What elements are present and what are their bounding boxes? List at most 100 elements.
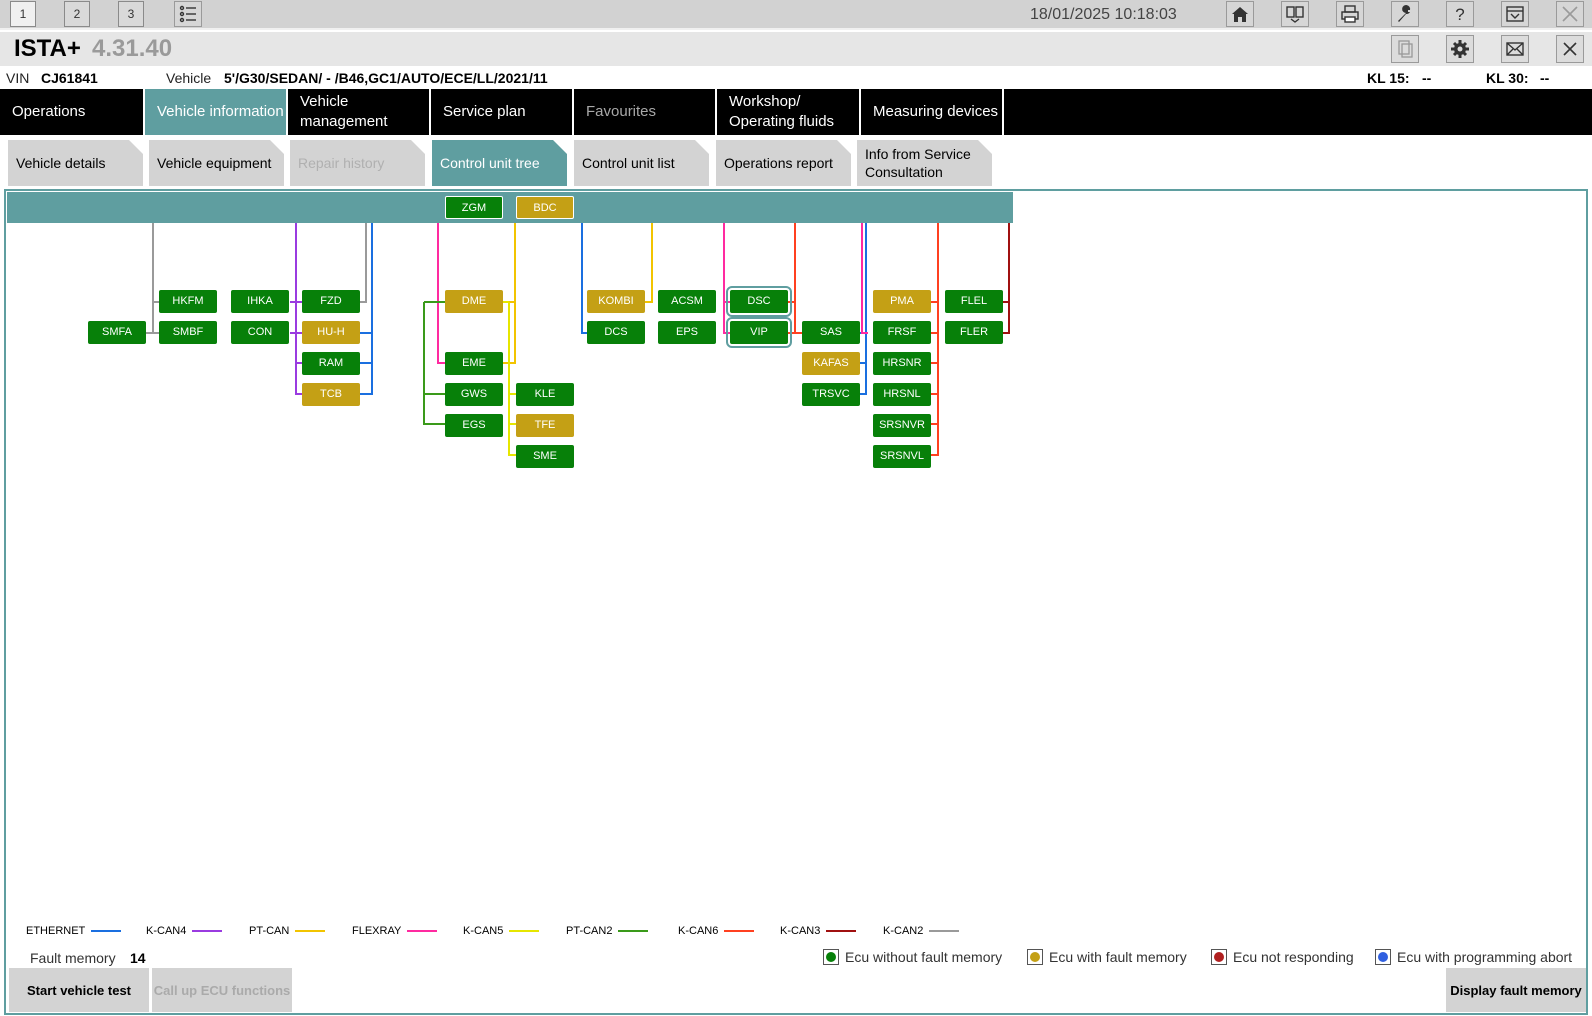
ecu-sas[interactable]: SAS xyxy=(802,321,860,344)
ecu-hkfm[interactable]: HKFM xyxy=(159,290,217,313)
legend-pt-can2: PT-CAN2 xyxy=(566,925,649,937)
status-not-responding: Ecu not responding xyxy=(1211,949,1354,965)
ecu-smbf[interactable]: SMBF xyxy=(159,321,217,344)
status-label: Ecu without fault memory xyxy=(845,949,1003,965)
legend-line xyxy=(509,930,540,932)
nav-vehicle-information[interactable]: Vehicle information xyxy=(145,89,288,135)
ecu-srsnvl[interactable]: SRSNVL xyxy=(873,445,931,468)
status-fault: Ecu with fault memory xyxy=(1027,949,1187,965)
ecu-frsf[interactable]: FRSF xyxy=(873,321,931,344)
ecu-eps[interactable]: EPS xyxy=(658,321,716,344)
ecu-eme[interactable]: EME xyxy=(445,352,503,375)
legend-line xyxy=(295,930,326,932)
status-fault-icon xyxy=(1027,949,1043,965)
ecu-tfe[interactable]: TFE xyxy=(516,414,574,437)
vehicle-info-row: VIN CJ61841 Vehicle 5'/G30/SEDAN/ - /B46… xyxy=(0,66,1592,88)
ecu-acsm[interactable]: ACSM xyxy=(658,290,716,313)
ecu-con[interactable]: CON xyxy=(231,321,289,344)
vin-label: VIN xyxy=(6,70,30,86)
ecu-kle[interactable]: KLE xyxy=(516,383,574,406)
ecu-zgm[interactable]: ZGM xyxy=(445,196,503,219)
status-programming-abort: Ecu with programming abort xyxy=(1375,949,1572,965)
tab-vehicle-details[interactable]: Vehicle details xyxy=(8,140,143,186)
nav-operations[interactable]: Operations xyxy=(0,89,145,135)
workspace-2-button[interactable]: 2 xyxy=(64,1,90,27)
ecu-hu-h[interactable]: HU-H xyxy=(302,321,360,344)
nav-vehicle-management[interactable]: Vehicle management xyxy=(288,89,431,135)
workspace-1-button[interactable]: 1 xyxy=(10,1,36,27)
ecu-dme[interactable]: DME xyxy=(445,290,503,313)
close-icon[interactable] xyxy=(1556,35,1584,63)
call-up-ecu-functions-button[interactable]: Call up ECU functions xyxy=(152,968,292,1012)
mail-icon[interactable] xyxy=(1501,35,1529,63)
ecu-kafas[interactable]: KAFAS xyxy=(802,352,860,375)
nav-measuring-devices[interactable]: Measuring devices xyxy=(861,89,1004,135)
ecu-trsvc[interactable]: TRSVC xyxy=(802,383,860,406)
tab-repair-history[interactable]: Repair history xyxy=(290,140,425,186)
status-label: Ecu with programming abort xyxy=(1397,949,1573,965)
nav-favourites[interactable]: Favourites xyxy=(574,89,717,135)
fault-memory-label: Fault memory xyxy=(30,950,116,966)
ecu-fler[interactable]: FLER xyxy=(945,321,1003,344)
legend-label: FLEXRAY xyxy=(352,925,402,937)
ecu-ram[interactable]: RAM xyxy=(302,352,360,375)
settings-icon[interactable] xyxy=(1446,35,1474,63)
legend-k-can4: K-CAN4 xyxy=(146,925,223,937)
printer-icon[interactable] xyxy=(1336,1,1364,27)
legend-label: PT-CAN2 xyxy=(566,925,613,937)
ecu-sme[interactable]: SME xyxy=(516,445,574,468)
ecu-dsc[interactable]: DSC xyxy=(726,286,792,317)
status-ok: Ecu without fault memory xyxy=(823,949,1002,965)
ecu-dcs[interactable]: DCS xyxy=(587,321,645,344)
tab-control-unit-tree[interactable]: Control unit tree xyxy=(432,140,567,186)
vehicle-data-icon[interactable] xyxy=(1281,1,1309,27)
ecu-fzd[interactable]: FZD xyxy=(302,290,360,313)
start-vehicle-test-button[interactable]: Start vehicle test xyxy=(9,968,149,1012)
documents-icon[interactable] xyxy=(1391,35,1419,63)
legend-line xyxy=(724,930,755,932)
legend-line xyxy=(826,930,857,932)
ecu-vip[interactable]: VIP xyxy=(726,317,792,348)
nav-service-plan[interactable]: Service plan xyxy=(431,89,574,135)
legend-label: K-CAN6 xyxy=(678,925,719,937)
tab-info-service-consultation[interactable]: Info from Service Consultation xyxy=(857,140,992,186)
legend-line xyxy=(929,930,960,932)
ecu-ihka[interactable]: IHKA xyxy=(231,290,289,313)
tab-vehicle-equipment[interactable]: Vehicle equipment xyxy=(149,140,284,186)
tab-operations-report[interactable]: Operations report xyxy=(716,140,851,186)
status-programming-abort-icon xyxy=(1375,949,1391,965)
status-ok-icon xyxy=(823,949,839,965)
title-bar: ISTA+ 4.31.40 xyxy=(0,32,1592,66)
legend-k-can6: K-CAN6 xyxy=(678,925,755,937)
ecu-tcb[interactable]: TCB xyxy=(302,383,360,406)
ecu-srsnvr[interactable]: SRSNVR xyxy=(873,414,931,437)
ecu-hrsnr[interactable]: HRSNR xyxy=(873,352,931,375)
svg-text:?: ? xyxy=(1455,5,1464,24)
ecu-kombi[interactable]: KOMBI xyxy=(587,290,645,313)
ecu-bdc[interactable]: BDC xyxy=(516,196,574,219)
home-icon[interactable] xyxy=(1226,1,1254,27)
status-label: Ecu with fault memory xyxy=(1049,949,1187,965)
nav-workshop-operating-fluids[interactable]: Workshop/ Operating fluids xyxy=(717,89,861,135)
ecu-pma[interactable]: PMA xyxy=(873,290,931,313)
legend-k-can2: K-CAN2 xyxy=(883,925,960,937)
help-icon[interactable]: ? xyxy=(1446,1,1474,27)
ecu-smfa[interactable]: SMFA xyxy=(88,321,146,344)
ecu-hrsnl[interactable]: HRSNL xyxy=(873,383,931,406)
tab-control-unit-list[interactable]: Control unit list xyxy=(574,140,709,186)
legend-ethernet: ETHERNET xyxy=(26,925,122,937)
ecu-gws[interactable]: GWS xyxy=(445,383,503,406)
ecu-flel[interactable]: FLEL xyxy=(945,290,1003,313)
legend-label: K-CAN2 xyxy=(883,925,924,937)
ecu-egs[interactable]: EGS xyxy=(445,414,503,437)
display-fault-memory-button[interactable]: Display fault memory xyxy=(1446,968,1586,1012)
wrench-icon[interactable] xyxy=(1391,1,1419,27)
list-icon[interactable] xyxy=(174,1,202,27)
legend-label: K-CAN3 xyxy=(780,925,821,937)
close-app-icon[interactable] xyxy=(1556,1,1584,27)
minimize-icon[interactable] xyxy=(1501,1,1529,27)
workspace-3-button[interactable]: 3 xyxy=(118,1,144,27)
vehicle-label: Vehicle xyxy=(166,70,212,86)
legend-line xyxy=(618,930,649,932)
